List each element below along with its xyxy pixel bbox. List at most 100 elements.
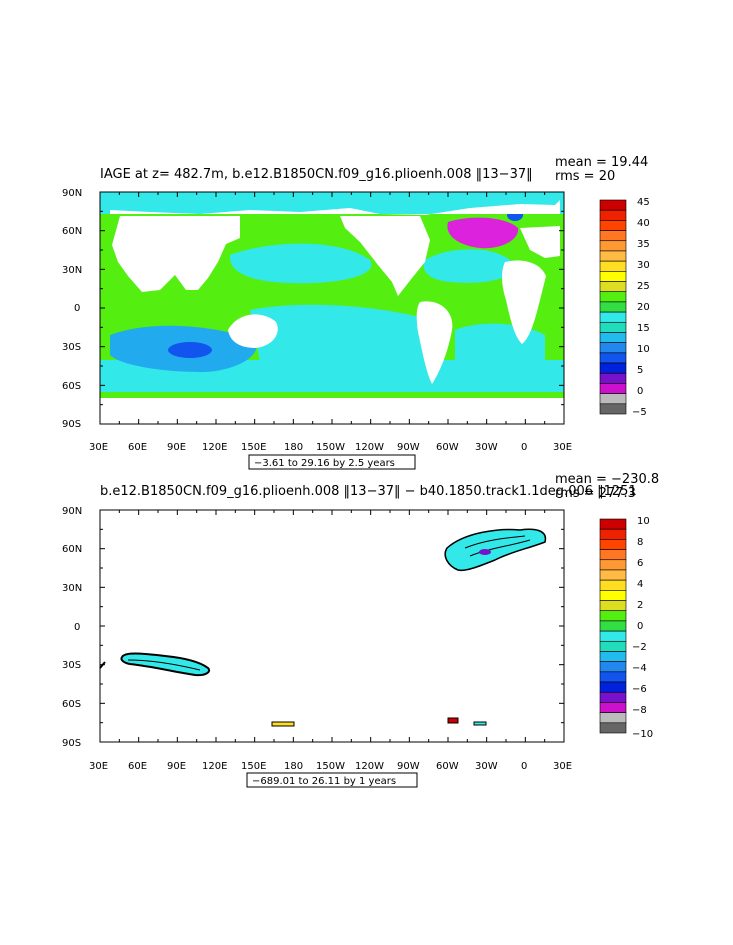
- panel-2-ross-feature: [271, 721, 295, 727]
- panel-2-it-contour: [127, 659, 201, 671]
- panel-1-cb-box-12: [599, 321, 627, 333]
- panel-1-colorbar-labels: 45 40 35 30 25 20 15 10 5 0 −5: [632, 197, 650, 418]
- panel-2-rms: rms = 277.3: [555, 486, 636, 501]
- panel-1-africa: [502, 260, 546, 344]
- panel-1-europe: [520, 226, 560, 258]
- panel-2-cb-box-18: [599, 702, 627, 713]
- panel-2-lat-30s: 30S: [62, 660, 81, 671]
- panel-1-arctic-band: [100, 192, 564, 214]
- panel-1-australia: [228, 314, 278, 348]
- panel-2-cb-label-m8: −8: [632, 705, 647, 716]
- panel-1-arctic-land: [110, 200, 560, 215]
- panel-2-lon-30e: 30E: [89, 761, 108, 772]
- panel-1-lat-90s: 90S: [62, 419, 81, 430]
- panel-2-lat-90n: 90N: [62, 506, 82, 517]
- panel-2-cb-box-7: [599, 590, 627, 601]
- panel-1-cb-label-45: 45: [637, 197, 650, 208]
- panel-1-cb-label-10: 10: [637, 344, 650, 355]
- panel-1-south-atlantic: [455, 323, 545, 365]
- panel-2-lon-60w: 60W: [436, 761, 459, 772]
- panel-2-cb-box-15: [599, 671, 627, 683]
- panel-1-title: IAGE at z= 482.7m, b.e12.B1850CN.f09_g16…: [100, 167, 533, 182]
- panel-2-lon-120w: 120W: [355, 761, 384, 772]
- panel-1-south-pacific: [250, 304, 430, 362]
- panel-1-lon-60e: 60E: [128, 442, 147, 453]
- panel-2-lat-labels: 90N 60N 30N 0 30S 60S 90S: [62, 506, 82, 749]
- panel-1-lon-labels: 30E 60E 90E 120E 150E 180 150W 120W 90W …: [89, 442, 572, 453]
- panel-2-colorbar-labels: 10 8 6 4 2 0 −2 −4 −6 −8 −10: [632, 516, 653, 740]
- panel-2-na-contour-2: [469, 539, 531, 557]
- panel-1-lon-60w: 60W: [436, 442, 459, 453]
- panel-1-cb-box-14: [599, 342, 627, 354]
- panel-2-cb-box-16: [599, 681, 627, 693]
- panel-2-cb-label-2: 2: [637, 600, 643, 611]
- panel-1-lon-90w: 90W: [397, 442, 420, 453]
- panel-1-lat-0: 0: [74, 303, 80, 314]
- panel-1-cb-box-10: [599, 301, 627, 313]
- panel-1-cb-label-35: 35: [637, 239, 650, 250]
- panel-1-lon-30e: 30E: [89, 442, 108, 453]
- panel-2-cb-box-13: [599, 651, 627, 662]
- panel-1-cb-box-3: [599, 230, 627, 242]
- panel-2-na-purple: [479, 549, 491, 555]
- panel-1-ticks: [99, 191, 565, 425]
- panel-1-north-pacific: [229, 243, 372, 284]
- panel-2-ticks: [99, 509, 565, 743]
- panel-2-cb-label-6: 6: [637, 558, 643, 569]
- panel-2-cb-box-17: [599, 691, 627, 703]
- panel-2-weddell-feature-2: [473, 721, 487, 726]
- panel-1-lat-60s: 60S: [62, 381, 81, 392]
- panel-1-cb-label-20: 20: [637, 302, 650, 313]
- panel-1-cb-box-17: [599, 372, 627, 384]
- panel-1-map: [99, 191, 565, 425]
- panel-2-lat-90s: 90S: [62, 738, 81, 749]
- panel-1-cb-box-16: [599, 362, 627, 374]
- panel-2-cb-box-8: [599, 600, 627, 612]
- panel-1-lon-180: 180: [284, 442, 303, 453]
- panel-2-range-box: [246, 772, 418, 788]
- panel-1-cb-box-1: [599, 209, 627, 221]
- panel-1-lon-90e: 90E: [167, 442, 186, 453]
- panel-2-lat-60s: 60S: [62, 699, 81, 710]
- panel-2-cb-label-4: 4: [637, 579, 643, 590]
- panel-2-cb-box-11: [599, 630, 627, 642]
- panel-1-lat-60n: 60N: [62, 226, 82, 237]
- panel-2-cb-label-m4: −4: [632, 663, 647, 674]
- panel-2-lon-150w: 150W: [316, 761, 345, 772]
- panel-2-lon-labels: 30E 60E 90E 120E 150E 180 150W 120W 90W …: [89, 761, 572, 772]
- panel-2-cb-box-2: [599, 539, 627, 550]
- panel-1-cb-label-40: 40: [637, 218, 650, 229]
- panel-1-indian-deep: [168, 342, 212, 358]
- panel-2-range-text: −689.01 to 26.11 by 1 years: [252, 776, 396, 787]
- panel-2-cb-box-19: [599, 712, 627, 724]
- panel-2-cb-label-m6: −6: [632, 684, 647, 695]
- panel-1-lon-30w: 30W: [475, 442, 498, 453]
- panel-2-cb-box-0: [599, 518, 627, 530]
- panel-1-range-box: [248, 454, 416, 470]
- panel-1-cb-box-11: [599, 311, 627, 323]
- panel-2-cb-label-8: 8: [637, 537, 643, 548]
- panel-1-south-america: [416, 301, 453, 384]
- panel-2-lat-0: 0: [74, 622, 80, 633]
- panel-1-range-text: −3.61 to 29.16 by 2.5 years: [254, 458, 395, 469]
- panel-2-na-contour-1: [464, 535, 526, 549]
- panel-1-cb-box-19: [599, 393, 627, 405]
- panel-2-lon-30w: 30W: [475, 761, 498, 772]
- panel-1-lon-30e-end: 30E: [553, 442, 572, 453]
- panel-2-map: [99, 509, 565, 743]
- panel-1-cb-box-13: [599, 332, 627, 343]
- panel-1-lat-labels: 90N 60N 30N 0 30S 60S 90S: [62, 188, 82, 430]
- panel-2-weddell-feature: [447, 717, 459, 724]
- panel-1-north-atlantic: [423, 249, 515, 283]
- panel-2-cb-label-m10: −10: [632, 729, 653, 740]
- panel-1-rms: rms = 20: [555, 169, 615, 184]
- panel-1-asia: [112, 216, 240, 292]
- panel-2-lon-150e: 150E: [241, 761, 266, 772]
- panel-2: b.e12.B1850CN.f09_g16.plioenh.008 ‖13−37…: [62, 472, 659, 788]
- panel-2-mean: mean = −230.8: [555, 472, 659, 487]
- panel-1-lat-30s: 30S: [62, 342, 81, 353]
- panel-1-cb-box-2: [599, 220, 627, 231]
- panel-1-labrador-sea: [447, 217, 519, 249]
- panel-2-title: b.e12.B1850CN.f09_g16.plioenh.008 ‖13−37…: [100, 484, 637, 499]
- panel-1-lon-120e: 120E: [202, 442, 227, 453]
